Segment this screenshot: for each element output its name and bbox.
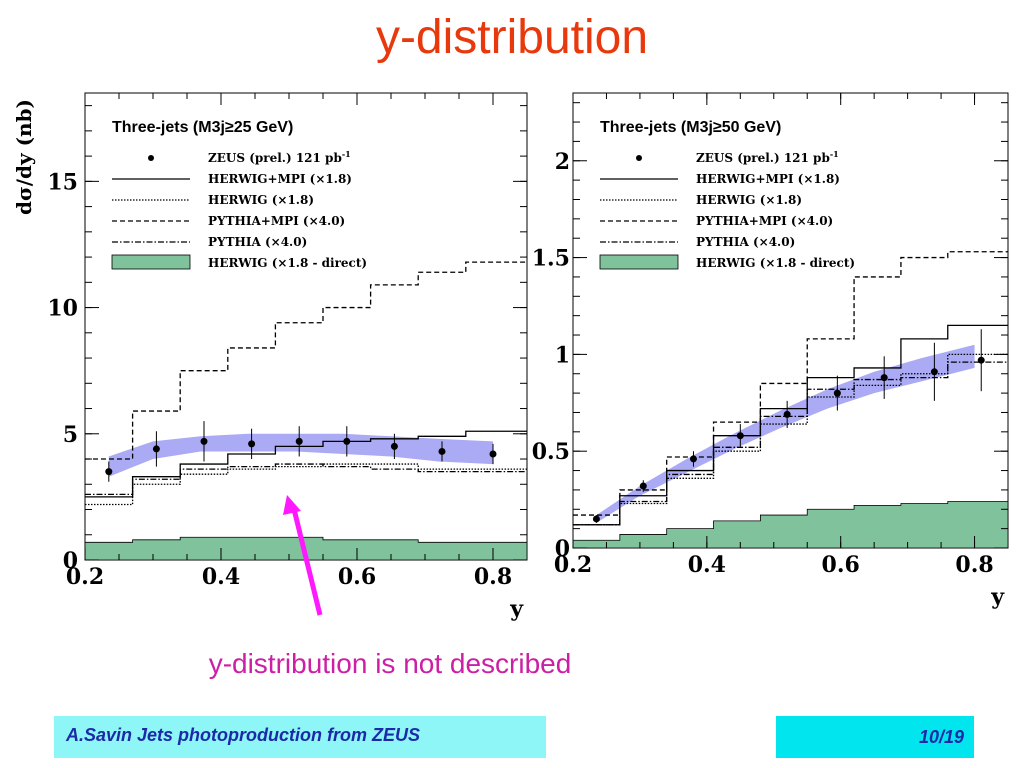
legend-label: HERWIG+MPI (×1.8)	[696, 172, 840, 186]
legend-label: PYTHIA (×4.0)	[696, 235, 795, 249]
y-tick-label: 1.5	[532, 246, 570, 272]
legend-fill-swatch	[599, 254, 679, 270]
y-tick-label: 10	[47, 296, 78, 322]
x-tick-label: 0.6	[822, 552, 860, 578]
data-point	[689, 455, 697, 463]
plot-frame	[572, 92, 1009, 549]
annotation-arrow	[283, 495, 323, 616]
legend-label: HERWIG (×1.8)	[696, 193, 802, 207]
data-point	[977, 356, 985, 364]
legend-label: HERWIG (×1.8 - direct)	[208, 256, 367, 270]
data-point	[930, 368, 938, 376]
footer-page-number: 10/19	[776, 716, 974, 758]
chart-panel-2: 0.2 0.4 0.6 0.8 0 0.5 1 1.5 2 y Three-jets (M3j≥50…	[532, 92, 1009, 610]
data-point	[295, 437, 303, 445]
data-point	[105, 468, 113, 476]
y-tick-label: 0.5	[532, 439, 570, 465]
slide-title: y-distribution	[375, 11, 649, 64]
y-tick-label: 1	[555, 342, 570, 368]
x-tick-label: 0.4	[202, 564, 240, 590]
herwig-mpi-band	[596, 344, 975, 523]
data-point	[152, 445, 160, 453]
data-point	[880, 374, 888, 382]
series-dashdot-line	[573, 361, 1008, 526]
legend-title: Three-jets (M3j≥50 GeV)	[600, 119, 781, 136]
data-point	[736, 432, 744, 440]
y-tick-label: 5	[63, 422, 78, 448]
data-point	[783, 410, 791, 418]
data-point	[833, 389, 841, 397]
legend-label: ZEUS (prel.) 121 pb-1	[208, 149, 351, 165]
data-point	[200, 437, 208, 445]
y-tick-label: 0	[63, 548, 78, 574]
series-dashed-line	[573, 251, 1008, 516]
series-dotted-line	[573, 353, 1008, 526]
legend-label: HERWIG (×1.8)	[208, 193, 314, 207]
annotation-text: y-distribution is not described	[208, 648, 572, 679]
legend-fill-swatch	[111, 254, 191, 270]
x-tick-label: 0.4	[688, 552, 726, 578]
series-solid-line	[573, 324, 1008, 526]
legend-label: HERWIG+MPI (×1.8)	[208, 172, 352, 186]
data-point	[489, 450, 497, 458]
plot-frame	[84, 92, 528, 561]
data-point	[592, 515, 600, 523]
legend-title: Three-jets (M3j≥25 GeV)	[112, 119, 293, 136]
legend-label: ZEUS (prel.) 121 pb-1	[696, 149, 839, 165]
footer-author: A.Savin Jets photoproduction from ZEUS	[54, 716, 546, 758]
legend-label: PYTHIA+MPI (×4.0)	[696, 214, 833, 228]
data-point	[248, 440, 256, 448]
x-axis-label: y	[509, 596, 524, 622]
y-tick-label: 0	[555, 536, 570, 562]
x-tick-label: 0.8	[474, 564, 512, 590]
arrow-head	[283, 495, 301, 515]
series-dotted-line	[85, 463, 527, 506]
x-tick-label: 0.2	[554, 552, 592, 578]
data-point	[639, 482, 647, 490]
data-point	[343, 437, 351, 445]
legend-label: HERWIG (×1.8 - direct)	[696, 256, 855, 270]
data-point	[438, 447, 446, 455]
legend-label: PYTHIA (×4.0)	[208, 235, 307, 249]
x-tick-label: 0.6	[338, 564, 376, 590]
legend-marker	[148, 155, 154, 161]
x-tick-label: 0.2	[66, 564, 104, 590]
y-tick-label: 2	[555, 149, 570, 175]
legend-label: PYTHIA+MPI (×4.0)	[208, 214, 345, 228]
x-tick-label: 0.8	[955, 552, 993, 578]
arrow-shaft	[290, 504, 323, 616]
legend-marker	[636, 155, 642, 161]
x-axis-label: y	[990, 584, 1005, 610]
chart-panel-1: 0.2 0.4 0.6 0.8 0 5 10 15 y Three-jets (M3j≥25 Ge…	[47, 92, 528, 622]
series-dashdot-line	[85, 463, 527, 496]
direct-herwig-fill	[572, 501, 1009, 549]
y-tick-label: 15	[47, 169, 78, 195]
data-point	[390, 442, 398, 450]
